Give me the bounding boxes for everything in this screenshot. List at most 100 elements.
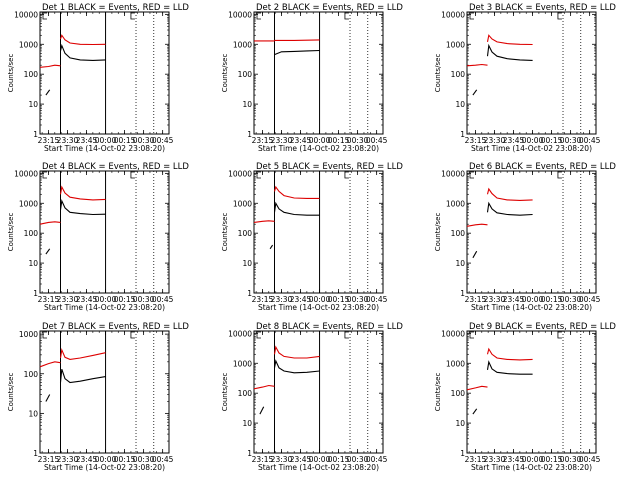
x-tick-label: 00:15	[541, 136, 563, 145]
y-tick-label: 1000	[233, 199, 252, 208]
y-tick-label: 100	[24, 229, 39, 238]
y-tick-label: 10	[242, 419, 252, 428]
detector-panel-3: Det 3 BLACK = Events, RED = LLD 1 10 100 100…	[434, 3, 616, 153]
panel-title: Det 1 BLACK = Events, RED = LLD	[42, 3, 189, 13]
x-axis-label: Start Time (14-Oct-02 23:08:20)	[471, 144, 592, 153]
y-tick-label: 100	[238, 70, 253, 79]
series-lld-line	[59, 347, 106, 360]
y-tick-label: 10000	[228, 169, 252, 178]
bracket-marker	[557, 12, 562, 20]
x-tick-label: 00:45	[152, 295, 174, 304]
plot-frame	[253, 11, 384, 135]
bracket-marker	[42, 171, 47, 179]
x-tick-label: 23:30	[271, 295, 293, 304]
x-tick-label: 23:15	[252, 295, 274, 304]
series-lld-line	[59, 185, 106, 201]
x-tick-label: 00:00	[522, 136, 544, 145]
x-tick-label: 00:45	[579, 455, 601, 464]
bracket-marker	[256, 12, 261, 20]
series-lld-line	[486, 347, 533, 361]
y-axis-label: Counts/sec	[7, 373, 15, 412]
plot-frame	[466, 11, 597, 135]
series-lld-line	[466, 385, 488, 391]
y-tick-label: 10000	[228, 10, 252, 19]
plot-frame	[39, 170, 170, 294]
x-tick-label: 00:45	[366, 136, 388, 145]
series-lld-line	[486, 187, 533, 201]
x-tick-label: 00:30	[347, 455, 369, 464]
x-tick-label: 00:45	[579, 295, 601, 304]
y-tick-label: 1000	[446, 359, 465, 368]
panel-title: Det 5 BLACK = Events, RED = LLD	[256, 162, 403, 172]
x-axis-label: Start Time (14-Oct-02 23:08:20)	[44, 463, 165, 472]
x-tick-label: 00:15	[114, 455, 136, 464]
y-tick-label: 100	[24, 70, 39, 79]
plot-frame	[39, 11, 170, 135]
plot-frame	[466, 330, 597, 454]
detector-panel-5: Det 5 BLACK = Events, RED = LLD 1 10 100 100…	[221, 162, 403, 312]
x-axis-label: Start Time (14-Oct-02 23:08:20)	[44, 303, 165, 312]
series-events-line	[45, 248, 51, 255]
detector-panel-7: Det 7 BLACK = Events, RED = LLD 1 10 100 100…	[7, 322, 189, 472]
y-tick-label: 10000	[441, 10, 465, 19]
y-tick-label: 1	[460, 130, 465, 139]
y-tick-label: 1	[33, 449, 38, 458]
x-tick-label: 23:30	[484, 136, 506, 145]
x-tick-label: 00:45	[152, 455, 174, 464]
y-tick-label: 1	[33, 289, 38, 298]
x-tick-label: 00:30	[133, 455, 155, 464]
plot-frame	[253, 330, 384, 454]
y-axis-label: Counts/sec	[7, 213, 15, 252]
series-events-line	[486, 43, 533, 61]
x-tick-label: 00:30	[560, 136, 582, 145]
y-tick-label: 10	[28, 100, 38, 109]
panel-title: Det 4 BLACK = Events, RED = LLD	[42, 162, 189, 172]
x-tick-label: 00:30	[560, 455, 582, 464]
y-tick-label: 10	[242, 100, 252, 109]
y-tick-label: 1000	[19, 330, 38, 339]
x-tick-label: 23:15	[38, 136, 60, 145]
bracket-marker	[469, 331, 474, 339]
x-tick-label: 00:30	[347, 136, 369, 145]
y-tick-label: 10000	[441, 329, 465, 338]
x-tick-label: 23:45	[76, 295, 98, 304]
series-events-line	[472, 89, 478, 96]
x-tick-label: 00:15	[114, 295, 136, 304]
x-tick-label: 00:15	[541, 295, 563, 304]
series-events-line	[472, 408, 478, 415]
series-events-line	[274, 49, 320, 56]
series-lld-line	[39, 221, 61, 225]
y-tick-label: 1000	[19, 199, 38, 208]
x-axis-label: Start Time (14-Oct-02 23:08:20)	[258, 303, 379, 312]
y-tick-label: 1000	[19, 40, 38, 49]
y-tick-label: 100	[238, 229, 253, 238]
x-tick-label: 23:45	[503, 136, 525, 145]
x-tick-label: 00:30	[133, 295, 155, 304]
x-tick-label: 00:15	[541, 455, 563, 464]
panel-title: Det 3 BLACK = Events, RED = LLD	[469, 3, 616, 13]
series-lld-line	[466, 63, 488, 67]
x-tick-label: 23:15	[465, 136, 487, 145]
series-events-line	[273, 201, 320, 216]
series-lld-line	[59, 34, 106, 46]
y-axis-label: Counts/sec	[221, 213, 229, 252]
x-axis-label: Start Time (14-Oct-02 23:08:20)	[471, 303, 592, 312]
y-tick-label: 1	[247, 449, 252, 458]
detector-panel-9: Det 9 BLACK = Events, RED = LLD 1 10 100 100…	[434, 322, 616, 472]
x-tick-label: 23:30	[57, 136, 79, 145]
plot-frame	[466, 170, 597, 294]
x-tick-label: 00:45	[152, 136, 174, 145]
x-tick-label: 23:45	[503, 455, 525, 464]
x-tick-label: 23:30	[57, 455, 79, 464]
x-tick-label: 23:30	[484, 295, 506, 304]
series-events-line	[273, 359, 320, 374]
x-tick-label: 23:15	[252, 455, 274, 464]
x-axis-label: Start Time (14-Oct-02 23:08:20)	[258, 463, 379, 472]
series-events-line	[269, 244, 274, 250]
x-tick-label: 23:15	[465, 455, 487, 464]
bracket-marker	[469, 12, 474, 20]
x-tick-label: 23:30	[271, 455, 293, 464]
detector-panel-4: Det 4 BLACK = Events, RED = LLD 1 10 100 100…	[7, 162, 189, 312]
detector-panel-2: Det 2 BLACK = Events, RED = LLD 1 10 100 100…	[221, 3, 403, 153]
